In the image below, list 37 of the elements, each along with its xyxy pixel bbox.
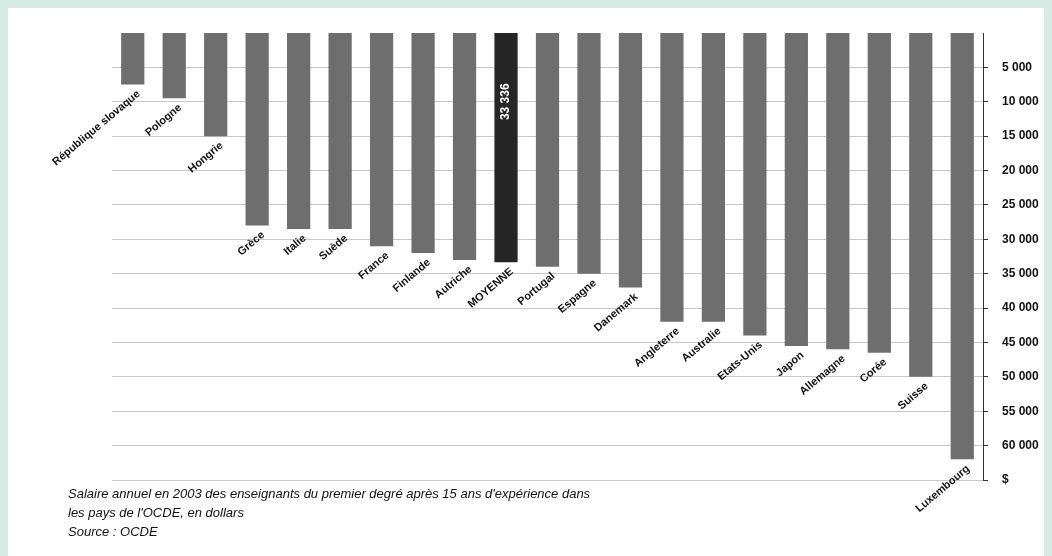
y-tick-label: 35 000 [1002,266,1040,280]
bar [577,33,601,274]
y-tick-label: $ [1002,472,1009,487]
y-tick-label: 15 000 [1002,128,1040,143]
bar [784,33,808,346]
bar [743,33,767,336]
source-note: Source : OCDE [68,523,159,541]
y-tick-label: 40 000 [1002,300,1040,315]
bar [369,33,394,247]
text: Salaire annuel en 2003 des enseignants du premier degré après 15 ans d'expérience dans les pays de l'OCDE, en dollars [68,485,592,522]
data-label: 33 336 [498,83,513,121]
bar [328,33,352,229]
y-tick-label: 55 000 [1002,403,1040,418]
bar [950,33,974,460]
y-tick-label: 50 000 [1002,369,1040,384]
bar [452,33,477,260]
bar [826,33,850,350]
bar [204,33,228,137]
bar [121,33,145,85]
y-tick-label: 10 000 [1002,94,1040,109]
bar [494,33,518,263]
y-tick-label: 5 000 [1002,59,1033,74]
bar [162,33,186,99]
y-tick-label: 20 000 [1002,162,1040,177]
bar [909,33,933,377]
bar [287,33,311,229]
y-tick-label: 60 000 [1002,437,1040,452]
bar [411,33,435,254]
y-tick-label: 45 000 [1002,334,1040,349]
y-tick-label: 30 000 [1002,231,1040,246]
bar [701,33,726,322]
bar [660,33,684,322]
bar [245,33,269,226]
y-tick-label: 25 000 [1002,197,1040,212]
bar [618,33,643,288]
bar [535,33,560,267]
bar [867,33,891,353]
